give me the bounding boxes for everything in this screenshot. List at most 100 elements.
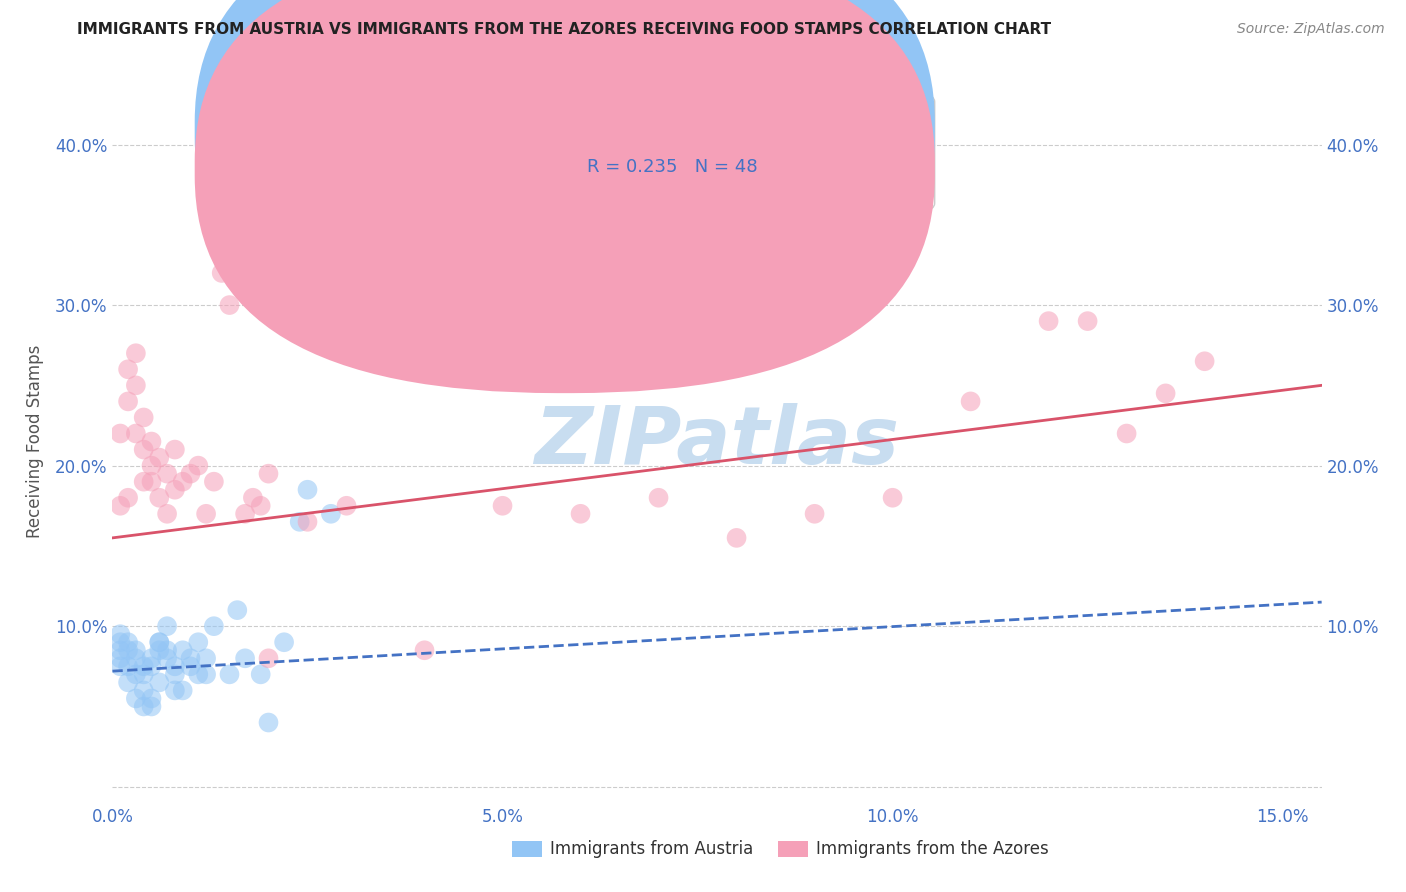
Point [725,531,748,545]
Point [1077,314,1099,328]
Point [110,651,132,665]
Point [141,659,163,673]
Point [335,499,357,513]
Point [110,426,132,441]
Point [297,483,319,497]
Point [195,507,218,521]
Point [218,667,240,681]
Point [288,515,311,529]
Point [257,651,280,665]
Point [117,675,139,690]
Point [202,619,225,633]
Point [125,667,148,681]
FancyBboxPatch shape [194,0,935,393]
Point [125,346,148,360]
Point [242,491,264,505]
Point [202,475,225,489]
Point [156,467,179,481]
Point [491,499,513,513]
Point [257,467,280,481]
Point [569,507,592,521]
Point [163,683,186,698]
Point [172,475,194,489]
Point [141,475,163,489]
Text: R = 0.205   N = 49: R = 0.205 N = 49 [586,119,756,136]
Point [1115,426,1137,441]
Point [803,507,825,521]
Point [233,507,256,521]
Y-axis label: Receiving Food Stamps: Receiving Food Stamps [25,345,44,538]
Point [297,515,319,529]
Point [132,442,155,457]
Point [125,651,148,665]
Point [249,499,271,513]
Point [148,450,170,465]
Point [117,643,139,657]
Point [125,426,148,441]
Point [187,667,209,681]
Point [125,691,148,706]
Point [148,643,170,657]
Point [959,394,981,409]
Point [132,667,155,681]
Point [125,643,148,657]
Point [163,667,186,681]
Point [141,458,163,473]
Point [257,715,280,730]
Point [1194,354,1216,368]
Text: Immigrants from Austria: Immigrants from Austria [550,840,754,858]
Point [132,683,155,698]
Point [117,635,139,649]
Point [148,491,170,505]
Point [132,410,155,425]
Point [647,491,669,505]
Point [110,627,132,641]
Point [172,643,194,657]
Point [132,475,155,489]
Point [141,699,163,714]
Point [156,651,179,665]
Point [1154,386,1177,401]
Text: IMMIGRANTS FROM AUSTRIA VS IMMIGRANTS FROM THE AZORES RECEIVING FOOD STAMPS CORR: IMMIGRANTS FROM AUSTRIA VS IMMIGRANTS FR… [77,22,1052,37]
Point [148,675,170,690]
Text: ZIPatlas: ZIPatlas [534,402,900,481]
FancyBboxPatch shape [194,0,935,354]
Point [218,298,240,312]
Point [226,202,249,216]
Point [148,635,170,649]
Point [273,635,295,649]
Bar [512,841,541,857]
Point [110,635,132,649]
Point [125,378,148,392]
Bar [778,841,808,857]
Text: Source: ZipAtlas.com: Source: ZipAtlas.com [1237,22,1385,37]
Point [163,483,186,497]
Point [195,651,218,665]
Point [110,499,132,513]
Point [195,667,218,681]
Point [163,442,186,457]
Point [226,603,249,617]
Point [249,667,271,681]
Point [148,635,170,649]
Point [187,635,209,649]
Point [117,394,139,409]
Point [110,643,132,657]
Text: R = 0.235   N = 48: R = 0.235 N = 48 [586,158,758,176]
Point [117,362,139,376]
Point [179,659,201,673]
Point [117,491,139,505]
Point [141,434,163,449]
Point [156,507,179,521]
Point [179,467,201,481]
Point [233,651,256,665]
Point [319,507,342,521]
Point [211,266,233,280]
Point [172,683,194,698]
Point [413,643,436,657]
Point [163,659,186,673]
Point [882,491,904,505]
Point [141,651,163,665]
Point [117,659,139,673]
Point [132,699,155,714]
